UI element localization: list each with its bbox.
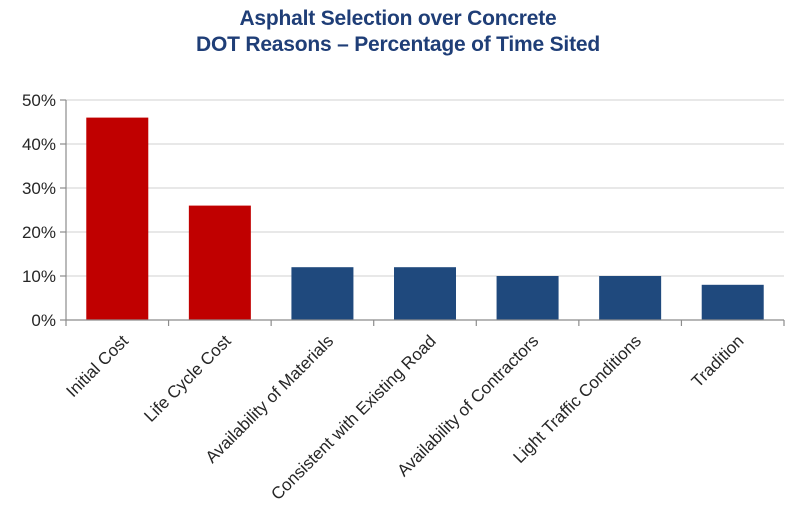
x-tick-label: Tradition [688, 331, 748, 391]
chart-title-line-2: DOT Reasons – Percentage of Time Sited [196, 33, 600, 56]
y-tick-label: 40% [22, 135, 56, 154]
bar-availability-of-contractors [496, 276, 559, 320]
y-tick-label: 20% [22, 223, 56, 242]
x-tick-label: Life Cycle Cost [140, 331, 234, 425]
chart-title-line-1: Asphalt Selection over Concrete [239, 7, 557, 30]
x-tick-labels: Initial Cost Life Cycle CostAvailability … [63, 331, 748, 504]
bar-consistent-with-existing-road [394, 267, 456, 320]
bar-life-cycle-cost [188, 205, 251, 320]
y-tick-label: 50% [22, 91, 56, 110]
x-tick-label: Initial Cost [63, 331, 133, 401]
bar-light-traffic-conditions [599, 276, 662, 320]
y-tick-labels: 0% 10% 20% 30% 40% 50% [22, 91, 56, 330]
bar-initial-cost [86, 117, 149, 320]
gridlines [66, 99, 784, 277]
y-tick-label: 0% [31, 311, 56, 330]
x-tick-label: Consistent with Existing Road [267, 331, 439, 503]
y-tick-label: 10% [22, 267, 56, 286]
y-tick-label: 30% [22, 179, 56, 198]
axes [60, 99, 785, 326]
bar-tradition [701, 284, 764, 320]
bars [86, 117, 764, 320]
chart-title: Asphalt Selection over Concrete DOT Reas… [0, 6, 796, 58]
bar-availability-of-materials [291, 267, 354, 320]
